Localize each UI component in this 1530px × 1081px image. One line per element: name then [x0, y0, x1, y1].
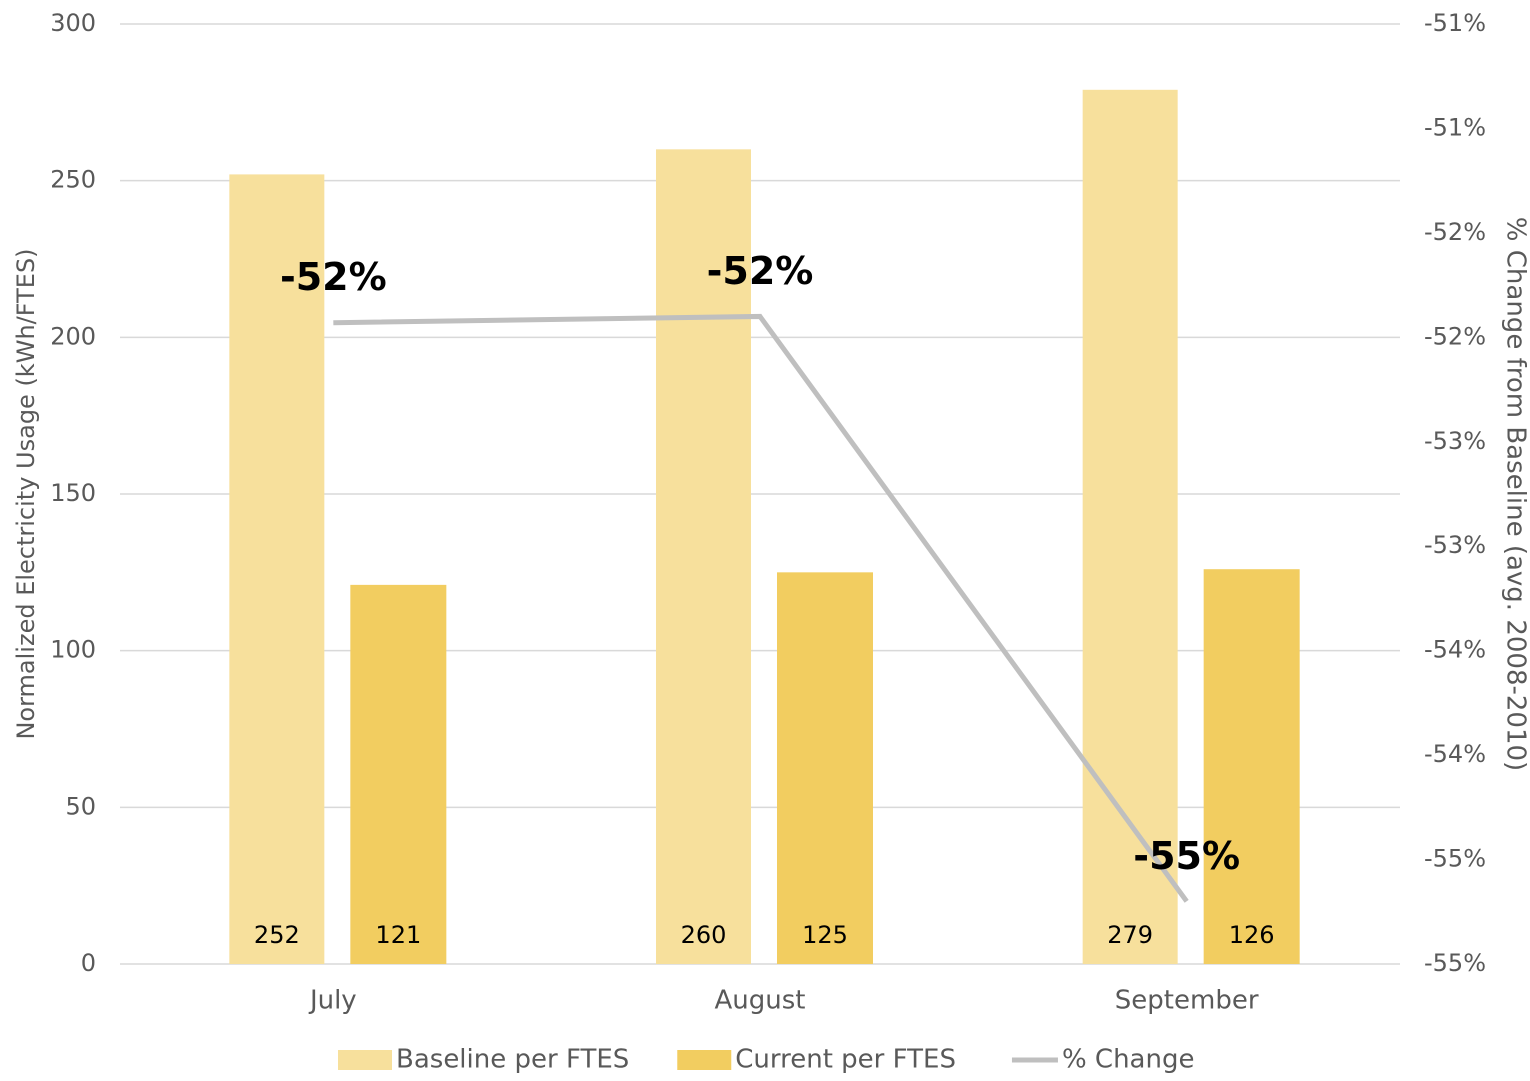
line-value-label: -55%	[1133, 834, 1240, 878]
y-tick-label: 250	[50, 166, 96, 194]
bar-value-label: 260	[681, 921, 727, 949]
y2-tick-label: -54%	[1424, 740, 1486, 768]
legend-swatch	[677, 1050, 731, 1070]
y2-tick-label: -51%	[1424, 9, 1486, 37]
y-axis-title: Normalized Electricity Usage (kWh/FTES)	[12, 248, 40, 739]
legend-label: % Change	[1062, 1045, 1195, 1075]
bar	[1204, 569, 1300, 964]
y-tick-label: 100	[50, 636, 96, 664]
y-tick-label: 0	[81, 949, 96, 977]
x-tick-label: July	[308, 986, 357, 1016]
bar-value-label: 252	[254, 921, 300, 949]
y2-tick-label: -53%	[1424, 531, 1486, 559]
y2-tick-label: -55%	[1424, 845, 1486, 873]
y2-tick-label: -52%	[1424, 322, 1486, 350]
bar	[777, 572, 873, 964]
y2-tick-label: -55%	[1424, 949, 1486, 977]
y2-tick-label: -51%	[1424, 113, 1486, 141]
y2-axis-title: % Change from Baseline (avg. 2008-2010)	[1501, 217, 1530, 771]
bar-value-label: 125	[802, 921, 848, 949]
y-tick-label: 150	[50, 479, 96, 507]
y-tick-label: 300	[50, 9, 96, 37]
y2-tick-label: -53%	[1424, 427, 1486, 455]
bar	[350, 585, 446, 964]
x-tick-label: August	[715, 986, 806, 1016]
y-tick-label: 50	[65, 792, 96, 820]
y2-tick-label: -54%	[1424, 636, 1486, 664]
bar-value-label: 279	[1107, 921, 1153, 949]
legend-label: Baseline per FTES	[396, 1045, 629, 1075]
line	[333, 316, 1186, 901]
line-value-label: -52%	[707, 249, 814, 293]
bar-value-label: 121	[375, 921, 421, 949]
y-tick-label: 200	[50, 322, 96, 350]
legend-swatch	[338, 1050, 392, 1070]
legend-label: Current per FTES	[735, 1045, 956, 1075]
bar-value-label: 126	[1229, 921, 1275, 949]
x-tick-label: September	[1115, 986, 1259, 1016]
y2-tick-label: -52%	[1424, 218, 1486, 246]
line-value-label: -52%	[280, 255, 387, 299]
